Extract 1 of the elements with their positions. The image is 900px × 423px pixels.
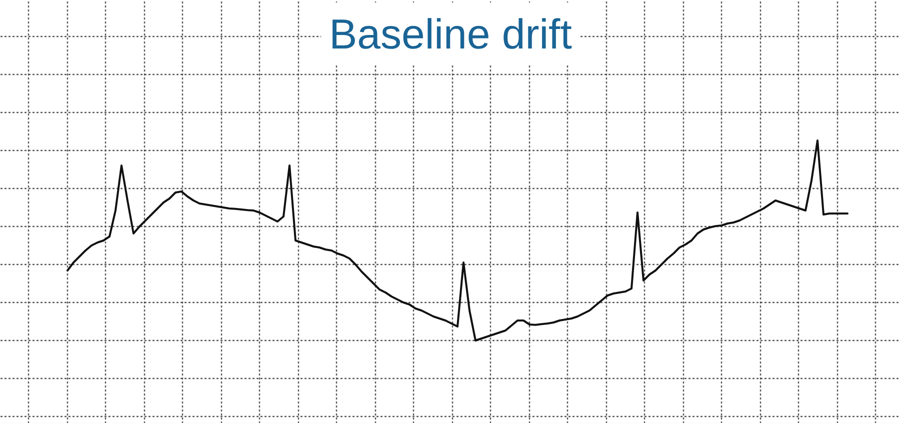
chart-title: Baseline drift — [329, 10, 572, 58]
